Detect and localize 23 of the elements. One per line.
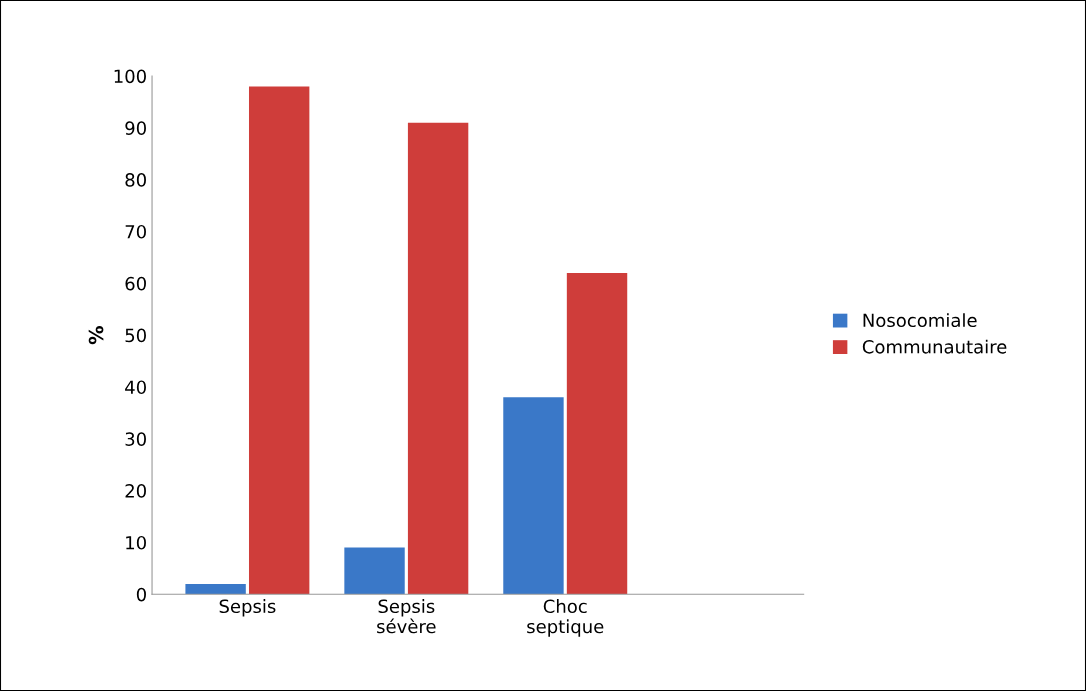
legend-label: Nosocomiale [863, 313, 977, 328]
y-tick-label: 70 [125, 224, 146, 239]
bar [248, 86, 310, 595]
y-tick-label: 60 [125, 276, 146, 291]
y-axis-title: % [88, 326, 104, 345]
bar [407, 122, 469, 595]
y-tick-label: 40 [125, 380, 146, 395]
x-tick-label: Sepsis [219, 599, 276, 617]
x-tick-label: Sepsis sévère [377, 599, 436, 634]
y-tick-label: 20 [125, 484, 146, 498]
y-tick-label: 50 [125, 328, 146, 343]
bar [503, 397, 564, 595]
y-tick-label: 0 [136, 587, 146, 602]
y-tick-label: 80 [125, 173, 146, 187]
bar [566, 272, 628, 595]
bar [185, 583, 246, 595]
legend-label: Communautaire [862, 339, 1007, 354]
bar [344, 547, 405, 595]
y-tick-label: 90 [125, 121, 146, 135]
x-tick-label: Choc septique [527, 599, 604, 637]
y-tick-label: 100 [114, 69, 146, 84]
y-tick-label: 30 [125, 432, 146, 446]
y-tick-label: 10 [126, 535, 146, 550]
